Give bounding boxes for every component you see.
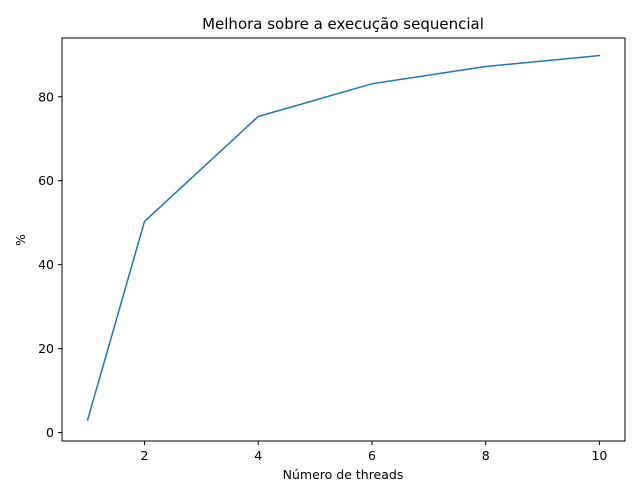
y-axis-label: % [13, 234, 28, 246]
y-tick-label: 60 [38, 173, 54, 188]
x-tick-label: 10 [591, 448, 607, 463]
series-line [86, 54, 601, 421]
x-axis: 2 4 6 8 10 [140, 441, 607, 463]
y-tick-label: 0 [46, 425, 54, 440]
y-tick-label: 20 [38, 341, 54, 356]
x-tick-label: 2 [140, 448, 148, 463]
x-axis-label: Número de threads [283, 467, 404, 480]
x-tick-label: 6 [368, 448, 376, 463]
y-axis: 0 20 40 60 80 [38, 89, 62, 440]
chart-title: Melhora sobre a execução sequencial [202, 15, 484, 33]
y-tick-label: 40 [38, 257, 54, 272]
plot-area [86, 54, 601, 421]
x-tick-label: 8 [482, 448, 490, 463]
x-tick-label: 4 [254, 448, 262, 463]
y-tick-label: 80 [38, 89, 54, 104]
plot-frame [61, 37, 626, 442]
